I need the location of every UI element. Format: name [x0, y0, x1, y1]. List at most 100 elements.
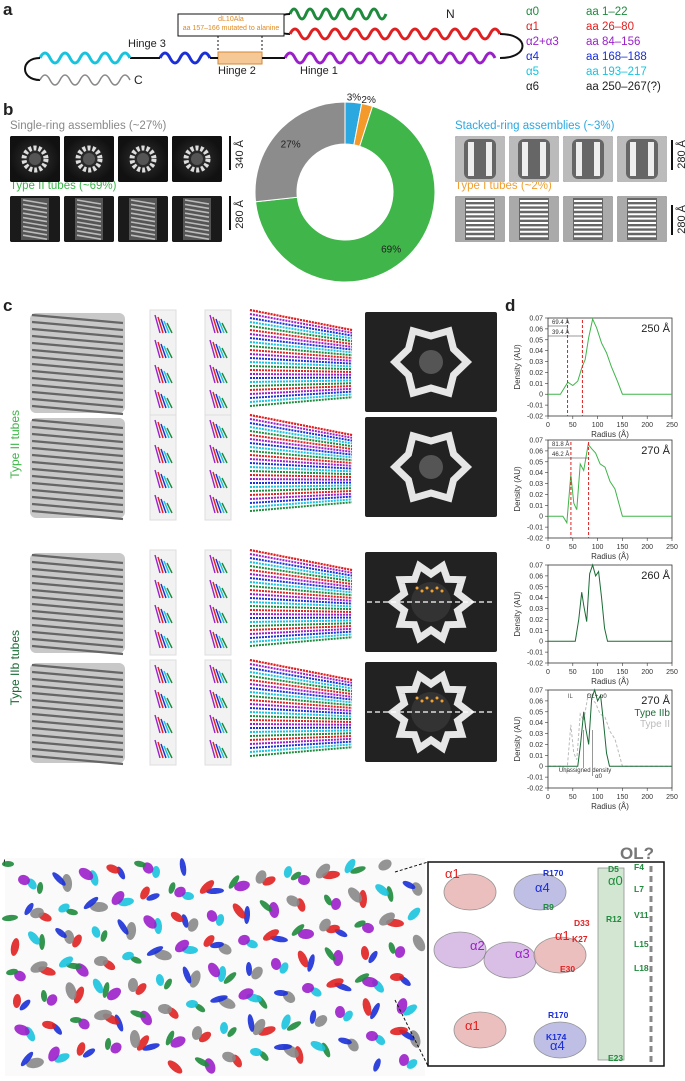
monomer-helix — [166, 697, 173, 709]
density-blob — [274, 989, 288, 997]
helix-bundle-strand — [249, 390, 353, 399]
helix-bundle-strand — [249, 549, 353, 571]
monomer-helix — [166, 722, 173, 734]
helix-bundle-strand — [249, 699, 353, 709]
density-blob — [111, 891, 125, 905]
helix-bundle-strand — [249, 341, 353, 354]
helix-bundle-strand — [249, 636, 353, 647]
y-tick-label: 0.01 — [529, 503, 543, 510]
monomer-helix — [221, 477, 228, 489]
monomer-helix — [160, 423, 167, 439]
lattice-tube — [30, 313, 125, 416]
helix-bundle-strand — [249, 337, 353, 351]
tube-strand — [31, 418, 124, 430]
density-blob — [344, 858, 356, 874]
helix-density — [533, 1021, 587, 1059]
helix-bundle-strand — [249, 454, 353, 464]
helix-label: α1 — [465, 1018, 480, 1033]
helix-bundle-strand — [249, 313, 353, 334]
helix-bundle-strand — [249, 703, 353, 712]
em-class-average — [509, 136, 559, 182]
em-class-average — [563, 136, 613, 182]
helix-bundle-strand — [249, 557, 353, 577]
monomer-helix — [163, 745, 170, 759]
cross-section-marker — [420, 589, 424, 593]
legend-entry: Type II — [640, 719, 670, 730]
density-blob — [279, 962, 289, 974]
density-blob — [129, 1030, 141, 1048]
monomer-helix — [218, 720, 225, 734]
legend-helix-range: aa 84–156 — [586, 36, 641, 48]
helix-topology-diagram — [24, 7, 524, 86]
tube-strand — [31, 567, 124, 579]
helix-bundle-strand — [249, 593, 353, 602]
density-blob — [61, 874, 73, 892]
density-blob — [181, 914, 189, 928]
tube-strand — [31, 705, 124, 717]
monomer-helix — [212, 471, 219, 489]
monomer-helix — [154, 314, 161, 334]
tube-strand — [31, 698, 124, 710]
density-blob — [314, 1015, 328, 1027]
helix-bundle-strand — [249, 458, 353, 467]
helix-bundle-strand — [249, 597, 353, 605]
density-blob — [174, 939, 190, 953]
helix-bundle-strand — [249, 630, 353, 639]
lattice-tube — [30, 553, 125, 656]
density-blob — [238, 934, 250, 946]
cross-section-marker — [435, 696, 439, 700]
helix-bundle-strand — [249, 581, 353, 594]
density-blob — [234, 880, 250, 892]
monomer-helix — [157, 366, 164, 384]
em-class-average — [118, 136, 168, 182]
density-blob — [283, 866, 293, 878]
density-blob — [251, 966, 263, 980]
monomer-helix — [212, 446, 219, 464]
helix-bundle-strand — [249, 317, 353, 337]
monomer-helix — [209, 389, 216, 409]
monomer-helix — [154, 689, 161, 709]
stacked-ring-label: Stacked-ring assemblies (~3%) — [455, 120, 615, 132]
monomer-helix — [218, 500, 225, 514]
helix-bundle-strand — [249, 387, 353, 395]
monomer-helix — [209, 739, 216, 759]
monomer-helix — [218, 695, 225, 709]
monomer-helix — [209, 689, 216, 709]
density-blob — [106, 987, 122, 1001]
em-class-average — [172, 136, 222, 182]
alpha0-density — [597, 867, 625, 1061]
hinge2-callout: dL10Ala aa 157–166 mutated to alanine — [181, 15, 281, 33]
em-class-average — [455, 196, 505, 242]
x-tick-label: 50 — [569, 422, 577, 429]
x-tick-label: 200 — [641, 794, 653, 801]
monomer-helix — [166, 502, 173, 514]
em-class-average — [10, 196, 60, 242]
donut-slice-label: 2% — [361, 95, 376, 106]
helix-density — [433, 931, 487, 969]
density-blob — [39, 934, 45, 950]
density-blob — [208, 962, 220, 978]
monomer-helix — [215, 498, 222, 514]
y-tick-label: 0.04 — [529, 595, 543, 602]
density-blob — [125, 922, 137, 940]
density-blob — [76, 1042, 86, 1056]
plot-title: 250 Å — [641, 322, 670, 335]
plot-title: 270 Å — [641, 444, 670, 457]
x-tick-label: 50 — [569, 794, 577, 801]
monomer-helix — [166, 562, 173, 574]
density-blob — [151, 866, 161, 878]
density-blob — [18, 874, 30, 886]
density-blob — [228, 875, 240, 889]
legend-helix-name: α0 — [526, 6, 540, 18]
tube-strand — [31, 495, 124, 507]
density-blob — [2, 914, 18, 922]
x-tick-label: 0 — [546, 422, 550, 429]
plot-frame — [547, 317, 673, 417]
density-blob — [48, 1046, 60, 1062]
monomer-helix — [160, 498, 167, 514]
density-blob — [403, 1004, 417, 1016]
residue-label: E23 — [608, 1053, 623, 1063]
helix-bundle-strand — [249, 325, 353, 343]
density-blob — [135, 983, 147, 995]
density-blob — [117, 919, 129, 935]
